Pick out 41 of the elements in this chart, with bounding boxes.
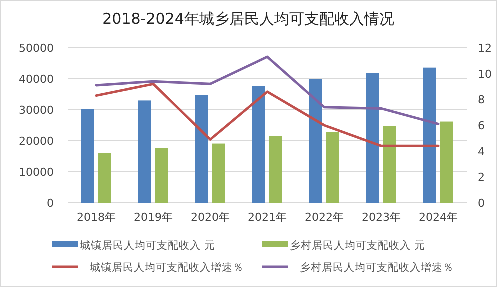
y2-tick-label: 6 <box>478 120 485 132</box>
bar <box>212 144 226 203</box>
x-tick-label: 2024年 <box>419 211 458 224</box>
y-tick-label: 50000 <box>19 42 54 55</box>
legend-label: 城镇居民人均可支配收入 元 <box>79 239 216 252</box>
bar <box>440 122 454 203</box>
legend-label: 乡村居民人均可支配收入 元 <box>290 239 426 252</box>
bar <box>270 136 282 203</box>
y2-tick-label: 12 <box>478 42 492 55</box>
bar <box>424 68 436 203</box>
x-tick-label: 2019年 <box>134 211 173 224</box>
bar <box>310 79 322 203</box>
y2-tick-label: 4 <box>478 145 485 158</box>
line-series <box>95 82 440 148</box>
bar <box>252 86 266 203</box>
y-tick-label: 0 <box>47 197 54 210</box>
x-tick-label: 2023年 <box>362 211 401 224</box>
x-tick-label: 2018年 <box>77 211 116 224</box>
legend-label: 乡村居民人均可支配收入增速％ <box>300 261 454 274</box>
y2-tick-label: 10 <box>478 68 492 81</box>
x-tick-label: 2022年 <box>305 211 344 224</box>
bar <box>326 132 340 203</box>
bar <box>138 100 152 203</box>
bar <box>384 126 396 203</box>
bar <box>82 109 94 203</box>
bar <box>156 148 168 203</box>
y2-tick-label: 8 <box>478 94 485 107</box>
y-tick-label: 10000 <box>19 166 54 179</box>
bar <box>366 73 380 203</box>
legend-label: 城镇居民人均可支配收入增速％ <box>89 261 244 274</box>
chart-title: 2018-2024年城乡居民人均可支配收入情况 <box>102 10 394 28</box>
y2-tick-label: 0 <box>478 197 485 210</box>
y-tick-label: 20000 <box>19 135 54 148</box>
bar <box>98 153 112 203</box>
line-series <box>95 56 440 126</box>
x-tick-label: 2021年 <box>248 211 287 224</box>
y2-tick-label: 2 <box>478 171 485 184</box>
x-tick-label: 2020年 <box>191 211 230 224</box>
y-tick-label: 30000 <box>19 104 54 117</box>
bar <box>196 95 208 203</box>
y-tick-label: 40000 <box>19 73 54 86</box>
